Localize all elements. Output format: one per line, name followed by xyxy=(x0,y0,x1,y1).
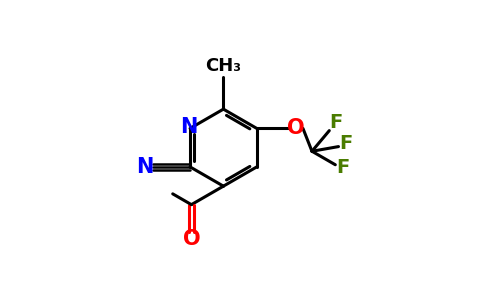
Text: N: N xyxy=(136,157,153,177)
Text: N: N xyxy=(180,117,197,137)
Text: F: F xyxy=(329,113,342,132)
Text: F: F xyxy=(340,134,353,153)
Text: CH₃: CH₃ xyxy=(205,57,242,75)
Text: F: F xyxy=(336,158,349,177)
Text: O: O xyxy=(182,229,200,249)
Text: O: O xyxy=(287,118,305,138)
